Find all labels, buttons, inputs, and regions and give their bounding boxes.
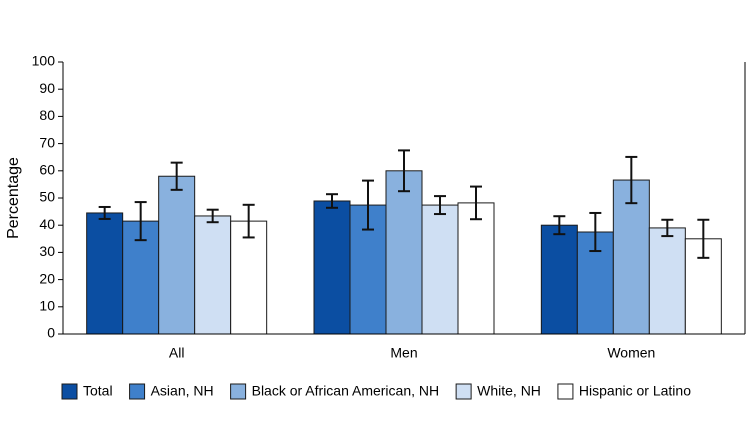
- bar: [457, 202, 495, 335]
- y-tick-label: 40: [39, 216, 55, 232]
- bar: [648, 227, 686, 335]
- bar: [385, 170, 423, 335]
- y-tick-label: 90: [39, 80, 55, 96]
- error-bar: [589, 211, 602, 253]
- legend-label: Hispanic or Latino: [579, 383, 691, 399]
- error-bar: [470, 185, 482, 221]
- error-bar: [625, 155, 638, 205]
- error-bar: [98, 205, 111, 220]
- bar: [194, 215, 232, 335]
- x-tick-label: Women: [607, 345, 655, 361]
- legend-label: Total: [83, 383, 113, 399]
- legend-label: Black or African American, NH: [252, 383, 440, 399]
- error-bar: [434, 195, 446, 216]
- legend-label: White, NH: [477, 383, 541, 399]
- x-tick-label: All: [169, 345, 185, 361]
- y-tick-label: 30: [39, 243, 55, 259]
- legend-swatch: [230, 383, 247, 400]
- error-bar: [242, 203, 255, 239]
- y-tick-label: 50: [39, 189, 55, 205]
- y-tick-label: 60: [39, 162, 55, 178]
- legend-swatch: [455, 383, 472, 400]
- error-bar: [206, 208, 219, 224]
- bar: [313, 200, 351, 335]
- legend-swatch: [557, 383, 574, 400]
- bar: [86, 212, 124, 335]
- y-tick-label: 100: [32, 53, 56, 69]
- y-axis-label: Percentage: [5, 157, 22, 239]
- legend-swatch: [129, 383, 146, 400]
- bar: [540, 224, 578, 335]
- bar: [421, 204, 459, 335]
- y-tick-label: 0: [47, 325, 55, 341]
- y-tick-label: 70: [39, 134, 55, 150]
- legend-swatch: [61, 383, 78, 400]
- y-tick-label: 10: [39, 298, 55, 314]
- legend-label: Asian, NH: [151, 383, 214, 399]
- error-bar: [398, 149, 410, 193]
- bar: [158, 175, 196, 335]
- error-bar: [362, 179, 374, 231]
- x-tick-label: Men: [390, 345, 417, 361]
- error-bar: [661, 218, 674, 238]
- bar: [230, 220, 268, 335]
- error-bar: [697, 218, 710, 259]
- error-bar: [553, 215, 566, 236]
- y-tick-label: 20: [39, 270, 55, 286]
- error-bar: [170, 161, 183, 191]
- error-bar: [326, 193, 338, 209]
- y-tick-label: 80: [39, 107, 55, 123]
- error-bar: [134, 201, 147, 242]
